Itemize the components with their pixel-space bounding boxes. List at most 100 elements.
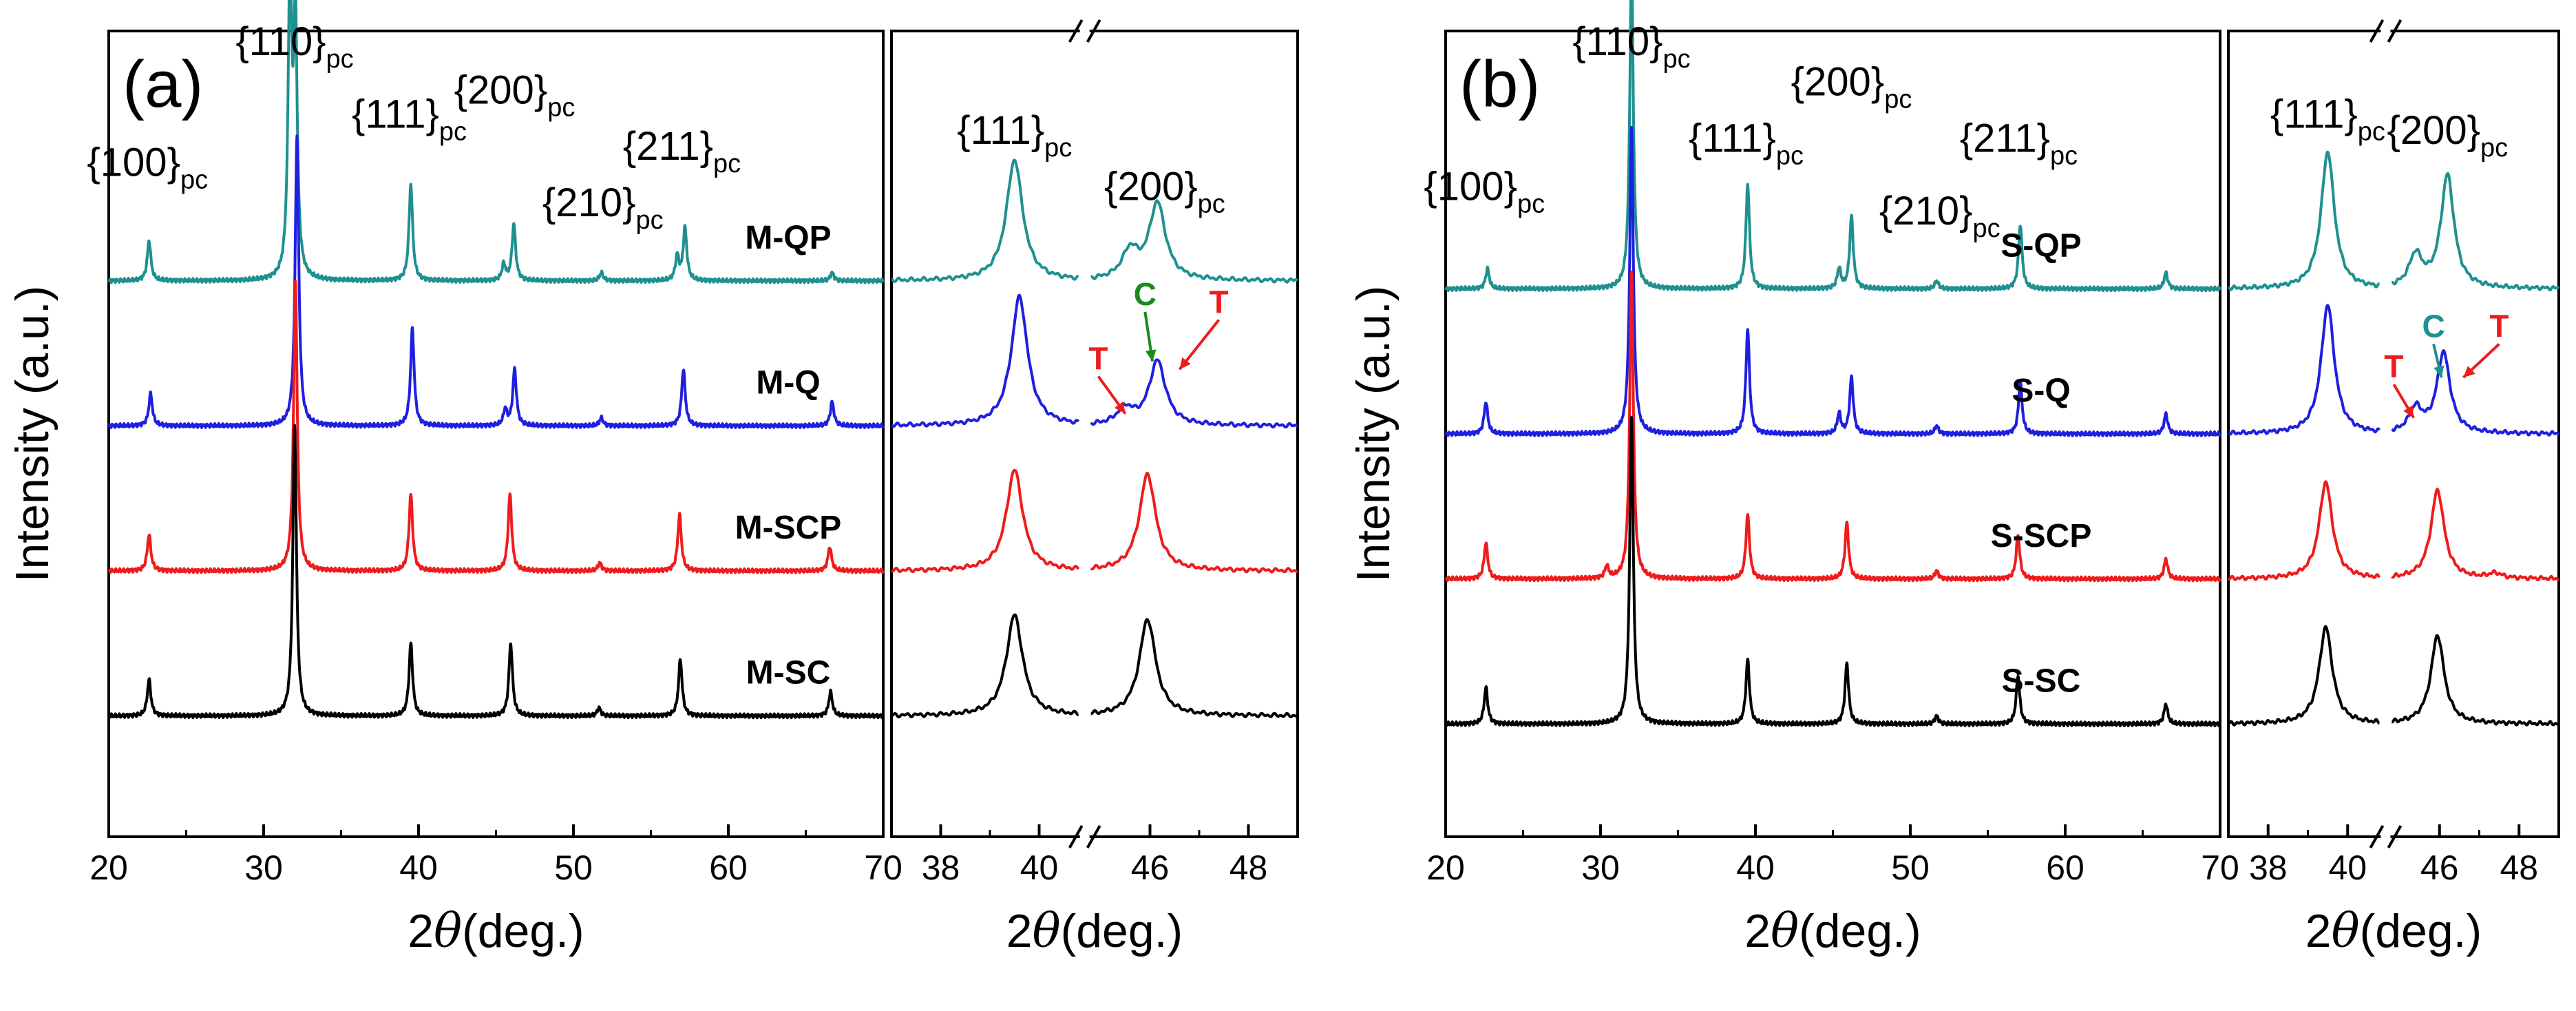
- axis-break-slash: [2387, 825, 2403, 848]
- peak-annotation: {200}pc: [1104, 165, 1225, 219]
- phase-marker-c: C: [2422, 309, 2445, 344]
- series-s-sc-line: [2227, 625, 2380, 727]
- panel-a-full: M-QP M-Q M-SCP M-SC 20 30 40 50 60 70 2θ(deg.) Inte…: [6, 0, 902, 959]
- series-m-q-line: [1090, 358, 1299, 429]
- axis-break-gap: [1079, 27, 1090, 35]
- x-tick-label: 50: [1891, 848, 1930, 887]
- phase-arrow-head: [2403, 405, 2414, 418]
- axis-break-slash: [1086, 19, 1101, 43]
- series-m-q-line: [107, 134, 885, 429]
- axis-break-slash: [2369, 825, 2385, 848]
- series-m-scp-line: [107, 280, 885, 574]
- x-axis-label: 2θ(deg.): [1744, 904, 1921, 959]
- panel-label: (a): [123, 48, 203, 121]
- series-label-m-qp: M-QP: [745, 220, 831, 256]
- peak-annotation: {111}pc: [957, 108, 1072, 163]
- series-label-s-sc: S-SC: [2002, 663, 2081, 699]
- phase-marker-t: T: [2384, 348, 2403, 384]
- x-tick-label: 38: [922, 848, 960, 887]
- phase-marker-t: T: [2489, 309, 2509, 344]
- x-tick-label: 48: [2500, 848, 2538, 887]
- axis-break-slash: [2369, 19, 2385, 43]
- x-tick-label: 46: [2420, 848, 2459, 887]
- x-tick-label: 20: [89, 848, 128, 887]
- peak-annotation: {210}pc: [542, 180, 664, 235]
- series-label-m-sc: M-SC: [746, 655, 831, 691]
- x-tick-label: 50: [554, 848, 593, 887]
- peak-annotation: {211}pc: [1960, 116, 2078, 171]
- peak-annotation: {210}pc: [1879, 189, 2000, 243]
- axis-break-gap: [1079, 833, 1090, 841]
- x-axis-label: 2θ(deg.): [2305, 904, 2482, 959]
- peak-annotation: {200}pc: [454, 67, 576, 122]
- panel-b-full: S-QP S-Q S-SCP S-SC 20 30 40 50 60 70 2θ(deg.) Inte…: [1347, 0, 2239, 959]
- peak-annotation: {200}pc: [1791, 60, 1912, 114]
- series-m-sc-line: [890, 613, 1080, 719]
- x-tick-label: 60: [709, 848, 748, 887]
- series-s-q-line: [2390, 349, 2560, 437]
- series-m-scp-line: [1090, 472, 1299, 574]
- phase-arrow-head: [1145, 349, 1157, 362]
- series-m-qp-line: [1090, 199, 1299, 284]
- series-s-qp-line: [2390, 171, 2560, 292]
- peak-annotation: {111}pc: [2270, 92, 2385, 146]
- y-axis-label: Intensity (a.u.): [6, 286, 59, 583]
- x-axis-label: 2θ(deg.): [408, 904, 584, 959]
- series-s-scp-line: [2227, 480, 2381, 581]
- y-axis-label: Intensity (a.u.): [1347, 286, 1400, 583]
- series-s-qp-line: [2227, 150, 2380, 291]
- peak-annotation: {100}pc: [1424, 165, 1545, 219]
- x-tick-label: 30: [1581, 848, 1620, 887]
- peak-annotation: {110}pc: [1572, 19, 1690, 74]
- series-label-m-q: M-Q: [756, 365, 820, 402]
- x-axis-label: 2θ(deg.): [1006, 904, 1183, 959]
- series-s-scp-line: [1444, 270, 2221, 583]
- series-s-qp-line: [1444, 0, 2221, 293]
- x-tick-label: 38: [2249, 848, 2288, 887]
- phase-marker-c: C: [1134, 276, 1157, 312]
- phase-arrow-head: [1114, 402, 1126, 414]
- x-tick-label: 60: [2046, 848, 2084, 887]
- series-m-sc-line: [1090, 618, 1299, 718]
- axis-break-slash: [1086, 825, 1101, 848]
- peak-annotation: {100}pc: [87, 140, 208, 195]
- peak-annotation: {211}pc: [623, 124, 741, 178]
- x-tick-label: 20: [1426, 848, 1465, 887]
- series-label-s-scp: S-SCP: [1991, 518, 2092, 554]
- peak-annotation: {111}pc: [352, 92, 467, 146]
- series-label-s-q: S-Q: [2012, 373, 2070, 409]
- peak-annotation: {200}pc: [2387, 108, 2508, 163]
- series-s-q-line: [2227, 304, 2381, 436]
- series-label-m-scp: M-SCP: [735, 510, 842, 546]
- axis-break-gap: [2380, 27, 2391, 35]
- series-s-sc-line: [2390, 634, 2560, 727]
- peak-annotation: {110}pc: [235, 19, 353, 74]
- x-tick-label: 48: [1229, 848, 1268, 887]
- x-tick-label: 40: [1736, 848, 1775, 887]
- phase-arrow-head: [2434, 365, 2445, 378]
- series-s-sc-line: [1444, 416, 2221, 727]
- x-tick-label: 40: [1020, 848, 1059, 887]
- x-tick-label: 40: [399, 848, 438, 887]
- x-tick-label: 46: [1131, 848, 1170, 887]
- axis-break-slash: [1068, 19, 1084, 43]
- panel-label: (b): [1459, 48, 1540, 121]
- x-tick-label: 70: [2201, 848, 2239, 887]
- phase-arrow-head: [2463, 366, 2475, 378]
- x-tick-label: 70: [864, 848, 902, 887]
- plot-frame: [890, 30, 1299, 838]
- series-m-scp-line: [890, 468, 1080, 574]
- x-tick-label: 40: [2328, 848, 2367, 887]
- phase-arrow-head: [1179, 357, 1191, 370]
- series-s-scp-line: [2390, 488, 2560, 582]
- axis-break-gap: [2380, 833, 2391, 841]
- phase-marker-t: T: [1088, 340, 1108, 376]
- series-m-q-line: [890, 293, 1080, 428]
- series-m-qp-line: [107, 0, 885, 284]
- axis-break-slash: [2387, 19, 2403, 43]
- x-tick-label: 30: [244, 848, 283, 887]
- series-s-q-line: [1444, 125, 2221, 437]
